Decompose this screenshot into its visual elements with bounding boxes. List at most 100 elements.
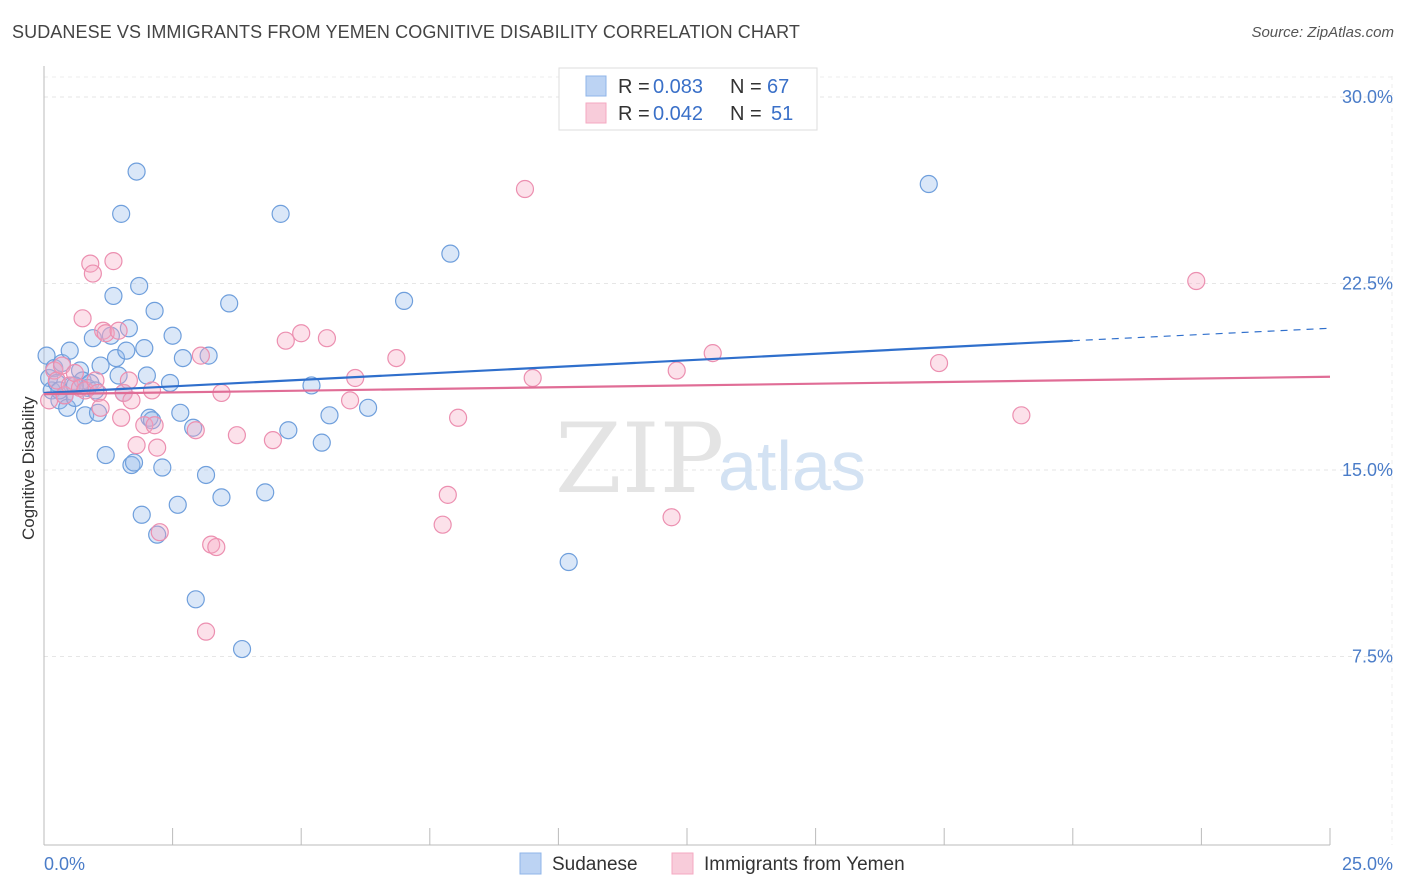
yemen-point bbox=[292, 324, 311, 343]
bottom-legend-swatch-sudanese bbox=[519, 852, 542, 875]
legend-r-value-1: 0.083 bbox=[653, 76, 703, 98]
sudanese-point bbox=[186, 590, 205, 609]
legend-n-value-2: 51 bbox=[771, 103, 793, 125]
sudanese-point bbox=[232, 639, 252, 659]
sudanese-point bbox=[117, 341, 136, 360]
yemen-point bbox=[148, 438, 167, 457]
sudanese-point bbox=[919, 174, 938, 194]
sudanese-point bbox=[130, 276, 149, 296]
legend-n-value-1: 67 bbox=[767, 76, 789, 98]
yemen-point bbox=[83, 264, 102, 283]
sudanese-point bbox=[271, 204, 290, 223]
bottom-legend-swatch-yemen bbox=[671, 852, 694, 875]
sudanese-point bbox=[109, 366, 128, 385]
x-tick-labels: 0.0% 25.0% bbox=[44, 854, 1393, 874]
legend-swatch-sudanese bbox=[585, 75, 607, 97]
bottom-legend-yemen: Immigrants from Yemen bbox=[704, 854, 905, 875]
yemen-point bbox=[662, 508, 681, 527]
yemen-point bbox=[1012, 406, 1031, 425]
sudanese-point bbox=[122, 455, 141, 475]
yemen-point bbox=[191, 346, 210, 365]
gridlines bbox=[44, 76, 1393, 845]
sudanese-point bbox=[394, 291, 414, 311]
y-tick-labels: 7.5% 15.0% 22.5% 30.0% bbox=[1342, 87, 1393, 667]
x-tick-label-0: 0.0% bbox=[44, 854, 85, 874]
yemen-point bbox=[448, 408, 468, 427]
yemen-point bbox=[317, 329, 337, 348]
sudanese-point bbox=[124, 453, 144, 472]
yemen-point bbox=[186, 421, 205, 440]
yemen-point bbox=[91, 398, 110, 417]
yemen-point bbox=[667, 361, 686, 380]
sudanese-point bbox=[184, 418, 203, 437]
yemen-point bbox=[703, 344, 722, 363]
y-tick-label-0: 7.5% bbox=[1352, 647, 1393, 667]
yemen-point bbox=[433, 515, 452, 534]
axes bbox=[43, 66, 1331, 846]
legend-n-label-1: N = bbox=[730, 76, 762, 98]
bottom-legend-sudanese: Sudanese bbox=[552, 854, 638, 875]
sudanese-point bbox=[104, 286, 123, 306]
y-axis-label: Cognitive Disability bbox=[19, 396, 38, 540]
legend-r-value-2: 0.042 bbox=[653, 103, 703, 125]
yemen-point bbox=[142, 381, 162, 400]
yemen-point bbox=[523, 368, 542, 388]
sudanese-point bbox=[127, 162, 146, 181]
sudanese-point bbox=[199, 346, 218, 365]
watermark-atlas: atlas bbox=[718, 427, 866, 505]
yemen-point bbox=[515, 179, 535, 199]
sudanese-point bbox=[312, 433, 331, 452]
legend-box: R = 0.083 N = 67 R = 0.042 N = 51 bbox=[558, 67, 818, 131]
legend-n-label-2: N = bbox=[730, 103, 762, 125]
y-tick-label-2: 22.5% bbox=[1342, 274, 1393, 294]
sudanese-point bbox=[106, 349, 126, 368]
sudanese-point bbox=[132, 505, 151, 524]
yemen-point bbox=[227, 426, 246, 445]
sudanese-point bbox=[60, 341, 79, 360]
sudanese-point bbox=[171, 403, 190, 422]
sudanese-point bbox=[148, 525, 167, 544]
sudanese-point bbox=[220, 294, 239, 313]
sudanese-point bbox=[441, 244, 460, 263]
yemen-point bbox=[207, 537, 226, 557]
chart-title: SUDANESE VS IMMIGRANTS FROM YEMEN COGNIT… bbox=[12, 22, 800, 42]
sudanese-point bbox=[256, 483, 275, 502]
sudanese-point bbox=[358, 398, 378, 417]
yemen-point bbox=[119, 371, 138, 390]
sudanese-point bbox=[320, 406, 339, 425]
legend-r-label-2: R = bbox=[618, 103, 650, 125]
x-tick-label-1: 25.0% bbox=[1342, 854, 1393, 874]
yemen-point bbox=[340, 391, 360, 410]
yemen-point bbox=[135, 416, 154, 435]
yemen-point bbox=[929, 353, 949, 373]
yemen-point bbox=[94, 321, 113, 340]
yemen-point bbox=[122, 391, 141, 410]
yemen-point bbox=[145, 416, 164, 435]
yemen-trend-line bbox=[43, 375, 1331, 396]
watermark-zip: ZIP bbox=[555, 403, 724, 515]
sudanese-point bbox=[88, 403, 108, 422]
yemen-point bbox=[104, 252, 123, 271]
source-credit: Source: ZipAtlas.com bbox=[1251, 24, 1394, 41]
sudanese-point bbox=[112, 204, 131, 223]
sudanese-point bbox=[212, 488, 231, 507]
sudanese-point bbox=[160, 373, 180, 393]
sudanese-point bbox=[135, 339, 154, 358]
sudanese-point bbox=[173, 349, 192, 368]
sudanese-point bbox=[163, 326, 182, 345]
yemen-point bbox=[127, 436, 146, 455]
yemen-point bbox=[438, 485, 457, 504]
sudanese-point bbox=[145, 301, 164, 320]
sudanese-trend-extension bbox=[1072, 327, 1331, 342]
trend-lines bbox=[43, 327, 1331, 396]
sudanese-point bbox=[153, 458, 172, 477]
legend-r-label-1: R = bbox=[618, 76, 650, 98]
sudanese-point bbox=[168, 495, 187, 514]
yemen-point bbox=[387, 349, 406, 368]
yemen-point bbox=[276, 331, 295, 350]
y-tick-label-1: 15.0% bbox=[1342, 460, 1393, 480]
yemen-point bbox=[73, 309, 92, 328]
series-yemen-points bbox=[40, 179, 1206, 641]
yemen-point bbox=[196, 622, 216, 641]
